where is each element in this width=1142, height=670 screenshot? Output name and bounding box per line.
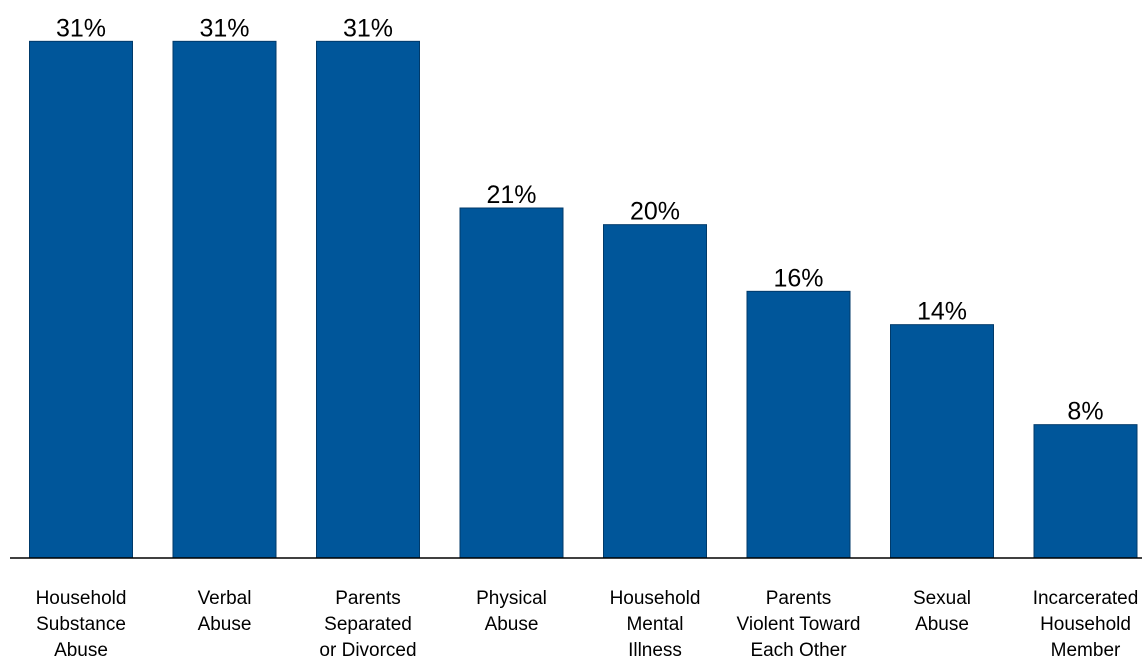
category-label-line: Mental <box>626 614 683 635</box>
value-labels-group: 31% 31% 31% 21% 20% 16% 14% 8% <box>56 14 1104 425</box>
category-label-line: Sexual <box>913 588 971 609</box>
bar-7 <box>1033 424 1138 559</box>
category-labels-group: Household Substance Abuse Verbal Abuse Parent… <box>36 588 1139 661</box>
category-label-line: Each Other <box>750 640 847 661</box>
bar-5 <box>746 290 851 559</box>
bar-6 <box>890 324 994 559</box>
category-label-line: Substance <box>36 614 126 635</box>
category-label-4: Household Mental Illness <box>610 588 701 661</box>
bar-0 <box>29 40 133 559</box>
category-label-line: Verbal <box>198 588 252 609</box>
category-label-line: Illness <box>628 640 682 661</box>
category-label-line: Incarcerated <box>1033 588 1139 609</box>
bar-3 <box>459 207 564 559</box>
category-label-line: Abuse <box>915 614 969 635</box>
category-label-line: Household <box>36 588 127 609</box>
value-label-7: 8% <box>1067 398 1103 426</box>
value-label-0: 31% <box>56 14 106 42</box>
category-label-line: Physical <box>476 588 547 609</box>
category-label-line: Household <box>1040 614 1131 635</box>
category-label-3: Physical Abuse <box>476 588 547 635</box>
bar-2 <box>316 40 420 559</box>
value-label-3: 21% <box>486 181 536 209</box>
category-label-line: Abuse <box>54 640 108 661</box>
category-label-5: Parents Violent Toward Each Other <box>737 588 861 661</box>
category-label-0: Household Substance Abuse <box>36 588 127 661</box>
category-label-1: Verbal Abuse <box>198 588 252 635</box>
value-label-2: 31% <box>343 14 393 42</box>
category-label-6: Sexual Abuse <box>913 588 971 635</box>
bar-1 <box>172 40 277 559</box>
category-label-line: Parents <box>766 588 831 609</box>
value-label-5: 16% <box>773 264 823 292</box>
category-label-line: Separated <box>324 614 412 635</box>
category-label-line: Abuse <box>485 614 539 635</box>
category-label-line: Member <box>1051 640 1121 661</box>
category-label-7: Incarcerated Household Member <box>1033 588 1139 661</box>
category-label-line: Parents <box>335 588 400 609</box>
category-label-line: Abuse <box>198 614 252 635</box>
category-label-2: Parents Separated or Divorced <box>319 588 416 661</box>
value-label-6: 14% <box>917 298 967 326</box>
category-label-line: Violent Toward <box>737 614 861 635</box>
value-label-4: 20% <box>630 198 680 226</box>
value-label-1: 31% <box>199 14 249 42</box>
bar-4 <box>603 224 707 559</box>
category-label-line: or Divorced <box>319 640 416 661</box>
bars-group <box>29 40 1138 559</box>
category-label-line: Household <box>610 588 701 609</box>
